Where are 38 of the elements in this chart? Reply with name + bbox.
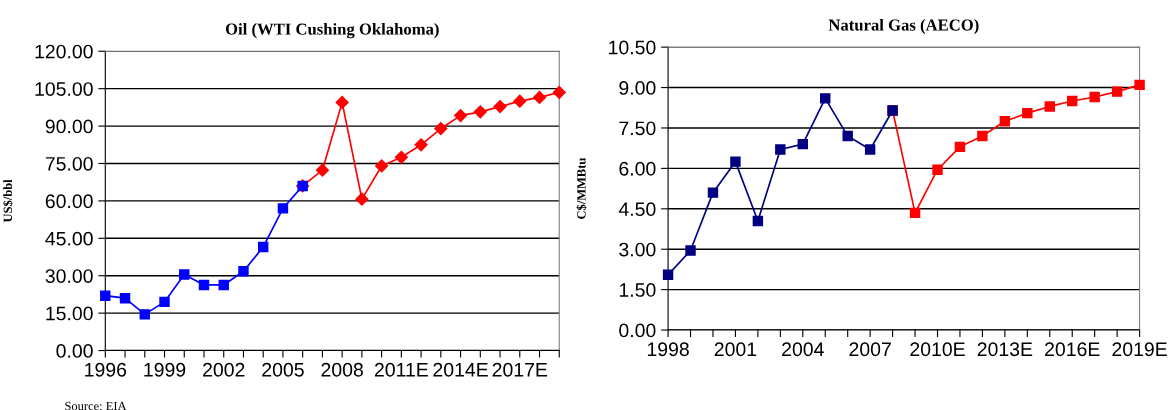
x-tick-label: 2001 [714,342,757,357]
x-tick-label: 2007 [849,342,891,357]
y-tick-label: 15.00 [46,306,93,321]
x-tick-label: 2002 [203,362,245,377]
x-tick-label: 2005 [262,362,304,377]
y-axis-title: C$/MMBtu [576,158,587,219]
y-tick-label: 6.00 [619,161,656,176]
x-tick-label: 1996 [85,362,127,377]
y-tick-label: 75.00 [45,156,93,171]
x-tick-label: 2019E [1112,342,1167,357]
y-tick-label: 0.00 [619,323,656,338]
x-tick-label: 2008 [321,362,363,377]
x-tick-label: 2013E [977,342,1033,357]
y-tick-label: 60.00 [45,194,93,209]
y-tick-label: 4.50 [618,202,656,217]
y-tick-label: 0.00 [56,344,93,358]
x-tick-label: 2016E [1045,342,1100,357]
x-tick-label: 2017E [492,362,548,377]
source-note: Source: EIA [65,401,127,410]
y-axis-title: US$/bbl [2,179,13,223]
y-tick-label: 1.50 [619,283,656,297]
y-tick-label: 120.00 [35,44,93,59]
y-tick-label: 3.00 [619,242,656,257]
x-tick-label: 1998 [647,342,689,357]
y-tick-label: 7.50 [619,121,656,136]
x-tick-label: 2014E [433,362,488,377]
x-tick-label: 2010E [910,342,965,357]
chart-title: Oil (WTI Cushing Oklahoma) [225,23,439,39]
chart-title: Natural Gas (AECO) [828,18,979,35]
y-tick-label: 9.00 [619,81,656,95]
y-tick-label: 45.00 [45,231,93,246]
x-tick-label: 2011E [374,362,428,377]
x-tick-label: 2004 [782,342,824,357]
x-tick-label: 1999 [144,362,186,377]
y-tick-label: 10.50 [609,40,656,55]
y-tick-label: 90.00 [45,119,93,134]
y-tick-label: 30.00 [45,269,93,283]
y-tick-label: 105.00 [35,82,93,96]
